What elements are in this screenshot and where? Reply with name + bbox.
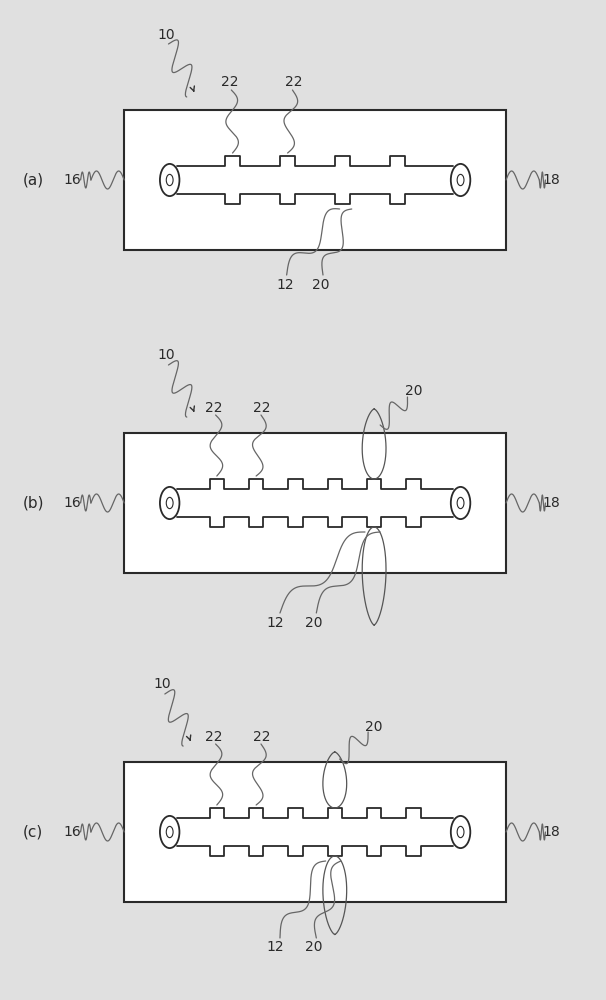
Bar — [167, 166, 464, 194]
Text: 18: 18 — [542, 496, 561, 510]
Text: 22: 22 — [205, 730, 222, 744]
Bar — [124, 762, 506, 902]
Text: 20: 20 — [405, 384, 422, 398]
Bar — [167, 489, 464, 517]
Text: (a): (a) — [23, 172, 44, 188]
Bar — [124, 110, 506, 250]
Text: (b): (b) — [22, 495, 44, 510]
Text: 22: 22 — [285, 75, 302, 89]
Text: 22: 22 — [205, 401, 222, 415]
Circle shape — [451, 164, 470, 196]
Text: 22: 22 — [253, 730, 271, 744]
Circle shape — [160, 816, 179, 848]
Text: 20: 20 — [313, 278, 330, 292]
Circle shape — [160, 487, 179, 519]
Text: 12: 12 — [267, 940, 285, 954]
Bar — [167, 818, 464, 846]
Text: 16: 16 — [64, 825, 82, 839]
Text: 20: 20 — [365, 720, 383, 734]
Text: 10: 10 — [158, 28, 176, 42]
Circle shape — [160, 164, 179, 196]
Text: 10: 10 — [158, 348, 176, 362]
Text: 22: 22 — [221, 75, 238, 89]
Text: 20: 20 — [305, 616, 322, 630]
Circle shape — [451, 487, 470, 519]
Text: 16: 16 — [64, 173, 82, 187]
Text: 16: 16 — [64, 496, 82, 510]
Text: 12: 12 — [267, 616, 285, 630]
Text: 18: 18 — [542, 173, 561, 187]
Text: 20: 20 — [305, 940, 322, 954]
Circle shape — [451, 816, 470, 848]
Text: 18: 18 — [542, 825, 561, 839]
Bar — [124, 433, 506, 573]
Text: 22: 22 — [253, 401, 271, 415]
Text: 12: 12 — [276, 278, 294, 292]
Text: 10: 10 — [153, 677, 171, 691]
Text: (c): (c) — [23, 824, 44, 840]
